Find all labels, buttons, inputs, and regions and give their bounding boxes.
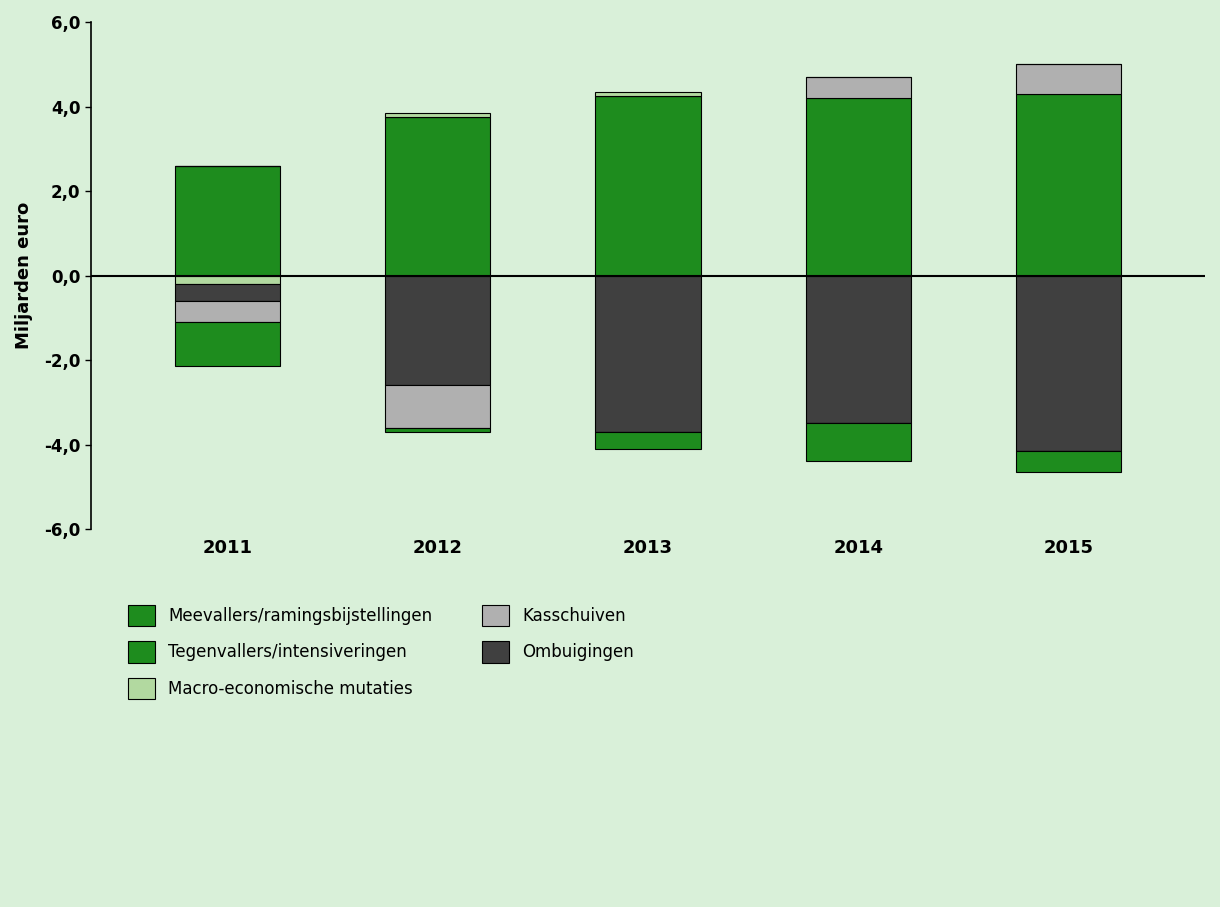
Bar — [805, 98, 910, 276]
Bar — [805, 276, 910, 424]
Bar — [386, 427, 490, 432]
Bar — [174, 284, 281, 301]
Bar — [595, 92, 700, 96]
Bar — [386, 112, 490, 117]
Bar — [805, 77, 910, 98]
Bar — [595, 276, 700, 432]
Bar — [1016, 64, 1121, 93]
Bar — [595, 96, 700, 276]
Bar — [386, 276, 490, 385]
Bar — [386, 385, 490, 427]
Bar — [1016, 276, 1121, 451]
Bar — [595, 432, 700, 449]
Bar — [1016, 451, 1121, 472]
Bar — [174, 276, 281, 284]
Y-axis label: Miljarden euro: Miljarden euro — [15, 202, 33, 349]
Bar — [174, 301, 281, 322]
Bar — [174, 322, 281, 366]
Bar — [1016, 93, 1121, 276]
Legend: Meevallers/ramingsbijstellingen, Tegenvallers/intensiveringen, Macro-economische: Meevallers/ramingsbijstellingen, Tegenva… — [122, 599, 640, 706]
Bar — [174, 166, 281, 276]
Bar — [805, 424, 910, 462]
Bar — [386, 117, 490, 276]
